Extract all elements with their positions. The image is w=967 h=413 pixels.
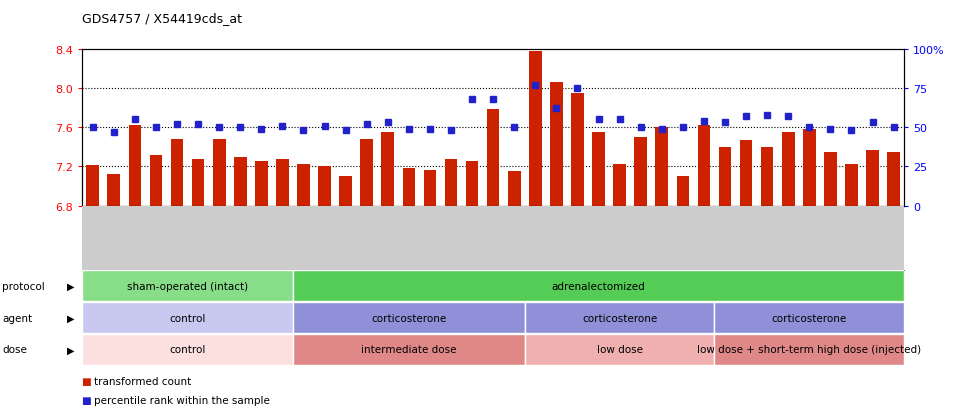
Bar (445, 159, 457, 206)
Text: adrenalectomized: adrenalectomized (551, 281, 645, 291)
Text: transformed count: transformed count (94, 376, 191, 386)
Bar (613, 165, 626, 206)
Bar (634, 138, 647, 206)
Bar (234, 157, 247, 206)
Bar (255, 162, 268, 206)
Text: ■: ■ (82, 376, 95, 386)
Bar (697, 126, 710, 206)
Bar (486, 110, 500, 206)
Bar (571, 94, 584, 206)
Text: agent: agent (2, 313, 32, 323)
Text: low dose + short-term high dose (injected): low dose + short-term high dose (injecte… (697, 344, 922, 355)
Bar (82, 335, 293, 365)
Text: low dose: low dose (597, 344, 643, 355)
Bar (381, 133, 395, 206)
Bar (740, 140, 752, 206)
Bar (803, 130, 815, 206)
Bar (402, 169, 415, 206)
Bar (466, 162, 479, 206)
Bar (107, 175, 120, 206)
Text: corticosterone: corticosterone (371, 313, 447, 323)
Text: ▶: ▶ (67, 281, 74, 291)
Bar (150, 155, 162, 206)
Bar (592, 133, 605, 206)
Text: corticosterone: corticosterone (772, 313, 847, 323)
Bar (761, 147, 774, 206)
Bar (191, 160, 204, 206)
Text: corticosterone: corticosterone (582, 313, 658, 323)
Text: control: control (169, 344, 206, 355)
Bar (424, 171, 436, 206)
Text: sham-operated (intact): sham-operated (intact) (127, 281, 249, 291)
Text: intermediate dose: intermediate dose (361, 344, 456, 355)
Bar (525, 303, 715, 333)
Text: percentile rank within the sample: percentile rank within the sample (94, 395, 270, 405)
Text: GDS4757 / X54419cds_at: GDS4757 / X54419cds_at (82, 12, 242, 25)
Bar (656, 128, 668, 206)
Bar (82, 271, 293, 301)
Text: dose: dose (2, 344, 27, 355)
Bar (297, 165, 309, 206)
Bar (293, 303, 525, 333)
Bar (171, 140, 184, 206)
Bar (888, 152, 900, 206)
Text: control: control (169, 313, 206, 323)
Bar (293, 335, 525, 365)
Bar (529, 52, 542, 206)
Bar (318, 167, 331, 206)
Bar (782, 133, 795, 206)
Bar (718, 147, 731, 206)
Bar (361, 140, 373, 206)
Bar (129, 126, 141, 206)
Bar (508, 172, 520, 206)
Bar (82, 303, 293, 333)
Text: ■: ■ (82, 395, 95, 405)
Bar (866, 150, 879, 206)
Text: protocol: protocol (2, 281, 44, 291)
Bar (845, 165, 858, 206)
Bar (339, 177, 352, 206)
Bar (86, 166, 99, 206)
Bar (677, 177, 689, 206)
Bar (213, 140, 225, 206)
Bar (824, 152, 836, 206)
Bar (293, 271, 904, 301)
Text: ▶: ▶ (67, 344, 74, 355)
Bar (525, 335, 715, 365)
Bar (715, 335, 904, 365)
Text: ▶: ▶ (67, 313, 74, 323)
Bar (277, 159, 289, 206)
Bar (715, 303, 904, 333)
Bar (550, 83, 563, 206)
